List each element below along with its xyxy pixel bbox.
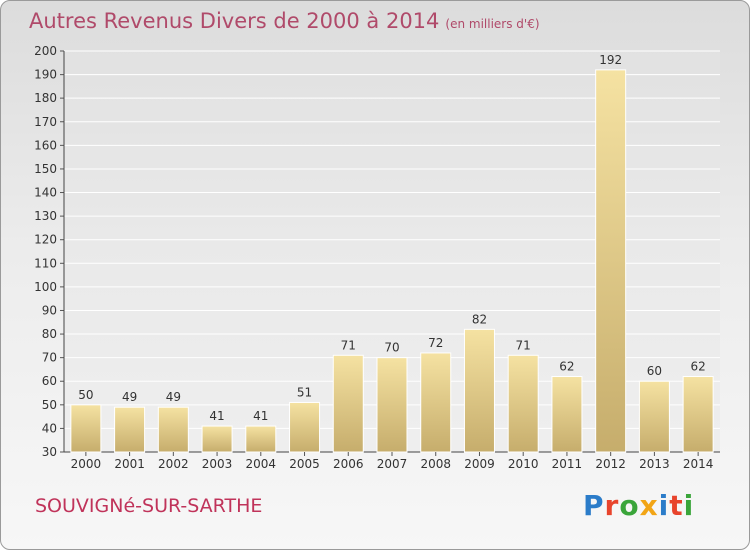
data-label-2007: 70 [384,341,399,355]
bar-2009 [463,328,495,453]
bar-2011 [551,376,583,453]
bar-2007 [376,357,408,453]
data-label-2005: 51 [297,385,312,399]
data-label-2001: 49 [122,390,137,404]
data-label-2003: 41 [209,409,224,423]
bar-2003 [201,425,233,453]
logo-letter: t [669,489,684,522]
x-tick-label-2013: 2013 [639,457,670,471]
x-tick-label-2002: 2002 [158,457,189,471]
logo-letter: r [604,489,620,522]
x-tick-label-2001: 2001 [114,457,145,471]
y-tick-label: 80 [42,327,57,341]
bar-2013 [638,380,670,453]
y-tick-label: 140 [34,186,57,200]
x-tick-label-2006: 2006 [333,457,364,471]
bar-2002 [157,406,189,453]
x-tick-label-2000: 2000 [71,457,102,471]
data-label-2006: 71 [341,338,356,352]
bar-2010 [507,354,539,453]
y-tick-label: 100 [34,280,57,294]
y-tick-label: 190 [34,68,57,82]
bar-2005 [289,401,321,453]
data-label-2013: 60 [647,364,662,378]
logo-letter: i [658,489,670,522]
data-label-2012: 192 [599,53,622,67]
bar-2012 [595,69,627,453]
bar-2006 [332,354,364,453]
y-tick-label: 170 [34,115,57,129]
data-label-2010: 71 [516,338,531,352]
logo-letter: x [639,489,659,522]
x-tick-label-2014: 2014 [683,457,714,471]
y-tick-label: 30 [42,445,57,459]
data-label-2014: 62 [690,360,705,374]
y-tick-label: 40 [42,421,57,435]
chart-title-text: Autres Revenus Divers de 2000 à 2014 [29,9,440,33]
logo-letter: o [619,489,640,522]
y-tick-label: 200 [34,44,57,58]
y-tick-label: 160 [34,138,57,152]
bar-2008 [420,352,452,453]
y-tick-label: 70 [42,351,57,365]
y-tick-label: 50 [42,398,57,412]
x-tick-label-2010: 2010 [508,457,539,471]
y-tick-label: 180 [34,91,57,105]
x-tick-label-2004: 2004 [246,457,277,471]
bar-2014 [682,376,714,453]
data-label-2002: 49 [166,390,181,404]
y-tick-label: 150 [34,162,57,176]
x-tick-label-2007: 2007 [377,457,408,471]
proxiti-logo: Proxiti [583,489,694,522]
data-label-2008: 72 [428,336,443,350]
bar-2001 [114,406,146,453]
y-tick-label: 60 [42,374,57,388]
data-label-2000: 50 [78,388,93,402]
bar-2004 [245,425,277,453]
chart-title-unit: (en milliers d'€) [445,17,540,31]
x-tick-label-2003: 2003 [202,457,233,471]
x-tick-label-2005: 2005 [289,457,320,471]
y-tick-label: 90 [42,303,57,317]
data-label-2004: 41 [253,409,268,423]
y-tick-label: 110 [34,256,57,270]
logo-letter: P [583,489,605,522]
data-label-2009: 82 [472,312,487,326]
x-tick-label-2012: 2012 [595,457,626,471]
x-tick-label-2009: 2009 [464,457,495,471]
x-tick-label-2011: 2011 [552,457,583,471]
y-tick-label: 130 [34,209,57,223]
bar-2000 [70,404,102,453]
commune-name: SOUVIGNé-SUR-SARTHE [35,495,263,517]
logo-letter: i [683,489,695,522]
data-label-2011: 62 [559,360,574,374]
y-tick-label: 120 [34,233,57,247]
chart-title: Autres Revenus Divers de 2000 à 2014 (en … [29,9,540,33]
x-tick-label-2008: 2008 [420,457,451,471]
